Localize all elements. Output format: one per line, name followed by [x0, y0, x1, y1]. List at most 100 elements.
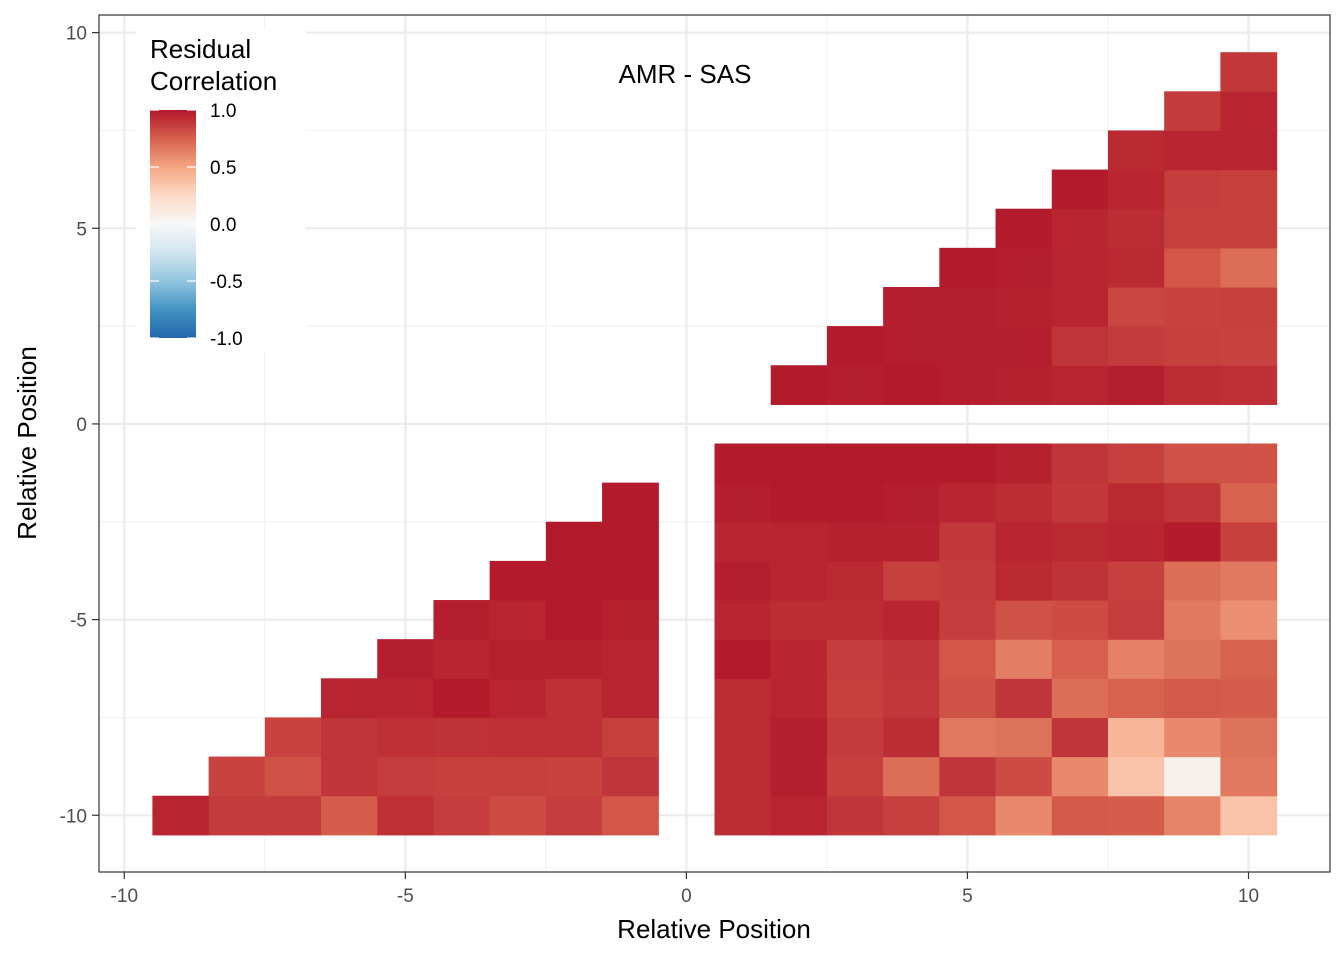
- heatmap-cell: [377, 756, 435, 797]
- heatmap-cell: [826, 482, 884, 523]
- heatmap-cell: [939, 756, 997, 797]
- heatmap-cell: [1164, 560, 1221, 601]
- heatmap-cell: [1164, 600, 1221, 640]
- heatmap-cell: [939, 482, 997, 523]
- heatmap-cell: [1107, 678, 1165, 719]
- heatmap-cell: [208, 795, 266, 836]
- heatmap-cell: [826, 365, 884, 405]
- heatmap-cell: [321, 795, 378, 836]
- heatmap-cell: [1051, 326, 1109, 366]
- heatmap-cell: [489, 795, 547, 836]
- heatmap-cell: [770, 521, 828, 562]
- y-tick-label: 10: [66, 24, 87, 45]
- heatmap-cell: [1164, 169, 1221, 210]
- heatmap-cell: [939, 521, 997, 562]
- heatmap-cell: [995, 365, 1053, 405]
- legend-tick-label: 0.0: [210, 215, 236, 236]
- heatmap-cell: [939, 560, 997, 601]
- heatmap-cell: [602, 639, 659, 679]
- heatmap-cell: [1164, 365, 1221, 405]
- heatmap-cell: [1051, 678, 1109, 719]
- heatmap-cell: [545, 560, 603, 601]
- heatmap-cell: [939, 639, 997, 679]
- heatmap-cell: [883, 639, 940, 679]
- heatmap-cell: [770, 482, 828, 523]
- heatmap-cell: [1051, 286, 1109, 327]
- heatmap-cell: [1220, 756, 1278, 797]
- heatmap-cell: [883, 678, 940, 719]
- heatmap-cell: [770, 717, 828, 758]
- heatmap-cell: [1051, 560, 1109, 601]
- heatmap-cell: [545, 600, 603, 640]
- heatmap-cell: [377, 717, 435, 758]
- heatmap-cell: [770, 443, 828, 484]
- x-tick-label: 0: [681, 886, 692, 907]
- heatmap-cell: [1051, 795, 1109, 836]
- heatmap-cell: [714, 560, 772, 601]
- heatmap-cell: [770, 365, 828, 405]
- heatmap-cell: [1051, 521, 1109, 562]
- heatmap-cell: [1107, 482, 1165, 523]
- heatmap-cell: [433, 639, 491, 679]
- heatmap-cell: [883, 717, 940, 758]
- heatmap-cell: [995, 443, 1053, 484]
- heatmap-cell: [545, 639, 603, 679]
- heatmap-cell: [489, 678, 547, 719]
- heatmap-cell: [883, 795, 940, 836]
- heatmap-cell: [995, 717, 1053, 758]
- heatmap-cell: [1164, 91, 1221, 132]
- y-tick-label: -10: [60, 806, 87, 827]
- heatmap-cell: [321, 678, 378, 719]
- heatmap-cell: [1220, 443, 1278, 484]
- heatmap-cell: [1107, 560, 1165, 601]
- heatmap-cell: [714, 600, 772, 640]
- heatmap-cell: [826, 795, 884, 836]
- heatmap-cell: [264, 756, 322, 797]
- heatmap-cell: [995, 795, 1053, 836]
- heatmap-cell: [545, 756, 603, 797]
- heatmap-cell: [264, 795, 322, 836]
- heatmap-cell: [1164, 482, 1221, 523]
- heatmap-cell: [1107, 521, 1165, 562]
- heatmap-cell: [489, 560, 547, 601]
- heatmap-cell: [1107, 717, 1165, 758]
- heatmap-cell: [939, 600, 997, 640]
- heatmap-cell: [995, 482, 1053, 523]
- heatmap-cell: [826, 326, 884, 366]
- heatmap-cell: [1164, 639, 1221, 679]
- heatmap-cell: [1220, 326, 1278, 366]
- y-tick-label: -5: [70, 611, 87, 632]
- heatmap-cell: [939, 678, 997, 719]
- heatmap-cell: [1107, 130, 1165, 171]
- y-tick-label: 5: [76, 219, 87, 240]
- heatmap-cell: [883, 521, 940, 562]
- heatmap-cell: [1220, 678, 1278, 719]
- heatmap-cell: [770, 678, 828, 719]
- heatmap-cell: [602, 756, 659, 797]
- heatmap-cell: [1107, 247, 1165, 288]
- heatmap-cell: [1107, 326, 1165, 366]
- heatmap-cell: [1220, 52, 1278, 92]
- heatmap-cell: [1051, 365, 1109, 405]
- heatmap-cell: [1164, 286, 1221, 327]
- heatmap-cell: [1220, 208, 1278, 249]
- heatmap-cell: [1220, 482, 1278, 523]
- heatmap-cell: [377, 795, 435, 836]
- heatmap-cell: [433, 600, 491, 640]
- heatmap-cell: [1107, 365, 1165, 405]
- heatmap-cell: [1164, 443, 1221, 484]
- heatmap-cell: [545, 795, 603, 836]
- heatmap-cell: [602, 560, 659, 601]
- heatmap-cell: [1107, 286, 1165, 327]
- color-legend: Residual Correlation 1.0 0.5 0.0 -0.5 -1.0: [136, 30, 306, 352]
- heatmap-cell: [1107, 208, 1165, 249]
- heatmap-cell: [995, 756, 1053, 797]
- heatmap-cell: [433, 756, 491, 797]
- heatmap-cell: [1051, 756, 1109, 797]
- cell-layer: [152, 52, 1278, 836]
- heatmap-cell: [939, 795, 997, 836]
- heatmap-cell: [883, 600, 940, 640]
- heatmap-cell: [714, 678, 772, 719]
- heatmap-cell: [1051, 169, 1109, 210]
